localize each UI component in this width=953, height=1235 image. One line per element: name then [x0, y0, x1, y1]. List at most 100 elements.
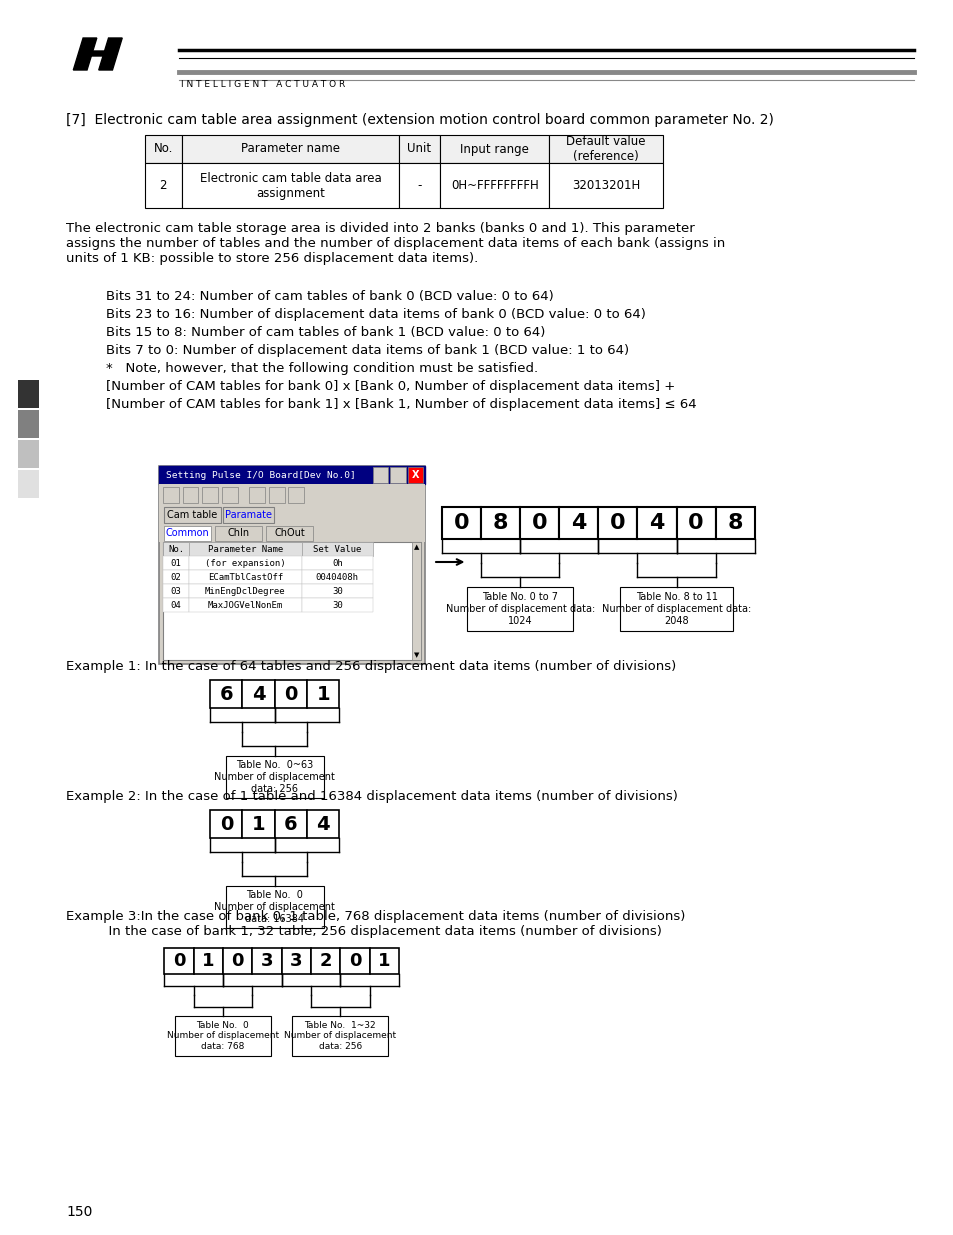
- Bar: [202, 487, 218, 503]
- Text: 03: 03: [171, 587, 181, 595]
- Bar: [174, 1016, 271, 1056]
- Bar: [549, 135, 662, 163]
- Text: 2: 2: [159, 179, 167, 191]
- Bar: [159, 506, 425, 524]
- Text: (for expansion): (for expansion): [205, 558, 286, 568]
- Bar: [242, 810, 274, 839]
- Text: Table No.  0
Number of displacement
data: 768: Table No. 0 Number of displacement data:…: [167, 1021, 278, 1051]
- Text: 0: 0: [348, 952, 361, 969]
- Text: ChOut: ChOut: [274, 529, 304, 538]
- Bar: [619, 587, 732, 631]
- Bar: [189, 542, 302, 556]
- Text: 4: 4: [571, 513, 586, 534]
- Bar: [189, 598, 302, 613]
- Bar: [223, 508, 274, 522]
- Bar: [189, 556, 302, 571]
- Bar: [210, 810, 242, 839]
- Text: 0: 0: [610, 513, 625, 534]
- Text: 30: 30: [332, 587, 342, 595]
- Bar: [214, 526, 262, 541]
- Bar: [159, 524, 425, 542]
- Text: 150: 150: [67, 1205, 92, 1219]
- Bar: [281, 948, 311, 974]
- Text: 02: 02: [171, 573, 181, 582]
- Bar: [369, 948, 398, 974]
- Bar: [189, 571, 302, 584]
- Text: Table No. 0 to 7
Number of displacement data:
1024: Table No. 0 to 7 Number of displacement …: [445, 593, 594, 626]
- Bar: [266, 526, 313, 541]
- Text: 1: 1: [377, 952, 390, 969]
- Text: 8: 8: [727, 513, 742, 534]
- Bar: [163, 598, 189, 613]
- Bar: [145, 163, 182, 207]
- Text: Cam table: Cam table: [168, 510, 217, 520]
- Bar: [307, 680, 339, 708]
- Text: 6: 6: [219, 684, 233, 704]
- Bar: [411, 542, 421, 659]
- Bar: [159, 484, 425, 506]
- Bar: [17, 380, 39, 408]
- Bar: [302, 571, 372, 584]
- Text: 0: 0: [454, 513, 469, 534]
- Text: Common: Common: [166, 529, 210, 538]
- Bar: [637, 508, 676, 538]
- Bar: [226, 756, 323, 798]
- Bar: [163, 556, 189, 571]
- Text: Input range: Input range: [459, 142, 529, 156]
- Text: 01: 01: [171, 558, 181, 568]
- Text: *   Note, however, that the following condition must be satisfied.: * Note, however, that the following cond…: [106, 362, 537, 375]
- Bar: [163, 487, 179, 503]
- Bar: [274, 680, 307, 708]
- Bar: [145, 135, 182, 163]
- Text: Table No.  0
Number of displacement
data: 16384: Table No. 0 Number of displacement data:…: [214, 890, 335, 924]
- Bar: [163, 571, 189, 584]
- Text: 0: 0: [219, 815, 233, 834]
- Text: Electronic cam table data area
assignment: Electronic cam table data area assignmen…: [199, 172, 381, 200]
- Text: 04: 04: [171, 600, 181, 610]
- Bar: [302, 598, 372, 613]
- Bar: [441, 508, 480, 538]
- Bar: [182, 163, 398, 207]
- Bar: [302, 542, 372, 556]
- Bar: [288, 487, 304, 503]
- Text: 0h: 0h: [332, 558, 342, 568]
- Bar: [193, 948, 223, 974]
- Bar: [223, 948, 252, 974]
- Bar: [439, 163, 549, 207]
- Text: Unit: Unit: [407, 142, 431, 156]
- Text: Chapter 4 Parameters: Chapter 4 Parameters: [23, 511, 33, 648]
- Bar: [398, 163, 439, 207]
- Text: Parameter name: Parameter name: [241, 142, 339, 156]
- Bar: [467, 587, 573, 631]
- Text: Default value
(reference): Default value (reference): [566, 135, 645, 163]
- Bar: [715, 508, 754, 538]
- Text: MaxJOGVelNonEm: MaxJOGVelNonEm: [208, 600, 283, 610]
- Bar: [598, 508, 637, 538]
- Bar: [249, 487, 265, 503]
- Text: 6: 6: [284, 815, 297, 834]
- Text: No.: No.: [153, 142, 172, 156]
- Text: Table No.  1~32
Number of displacement
data: 256: Table No. 1~32 Number of displacement da…: [284, 1021, 395, 1051]
- Text: Table No.  0~63
Number of displacement
data: 256: Table No. 0~63 Number of displacement da…: [214, 761, 335, 794]
- Text: 8: 8: [493, 513, 508, 534]
- Bar: [242, 680, 274, 708]
- Text: 3: 3: [260, 952, 273, 969]
- Bar: [17, 410, 39, 438]
- Text: ▲: ▲: [414, 543, 418, 550]
- Polygon shape: [99, 38, 122, 70]
- Text: 1: 1: [316, 684, 330, 704]
- Bar: [164, 948, 193, 974]
- Text: 4: 4: [316, 815, 330, 834]
- Bar: [311, 948, 340, 974]
- Bar: [159, 466, 425, 664]
- Text: 3: 3: [290, 952, 302, 969]
- Text: 0: 0: [688, 513, 703, 534]
- Bar: [558, 508, 598, 538]
- Text: ChIn: ChIn: [227, 529, 250, 538]
- Text: 4: 4: [649, 513, 664, 534]
- Text: 1: 1: [252, 815, 265, 834]
- Text: Paramate: Paramate: [225, 510, 272, 520]
- Bar: [549, 163, 662, 207]
- Bar: [163, 584, 189, 598]
- Text: Bits 31 to 24: Number of cam tables of bank 0 (BCD value: 0 to 64): Bits 31 to 24: Number of cam tables of b…: [106, 290, 553, 303]
